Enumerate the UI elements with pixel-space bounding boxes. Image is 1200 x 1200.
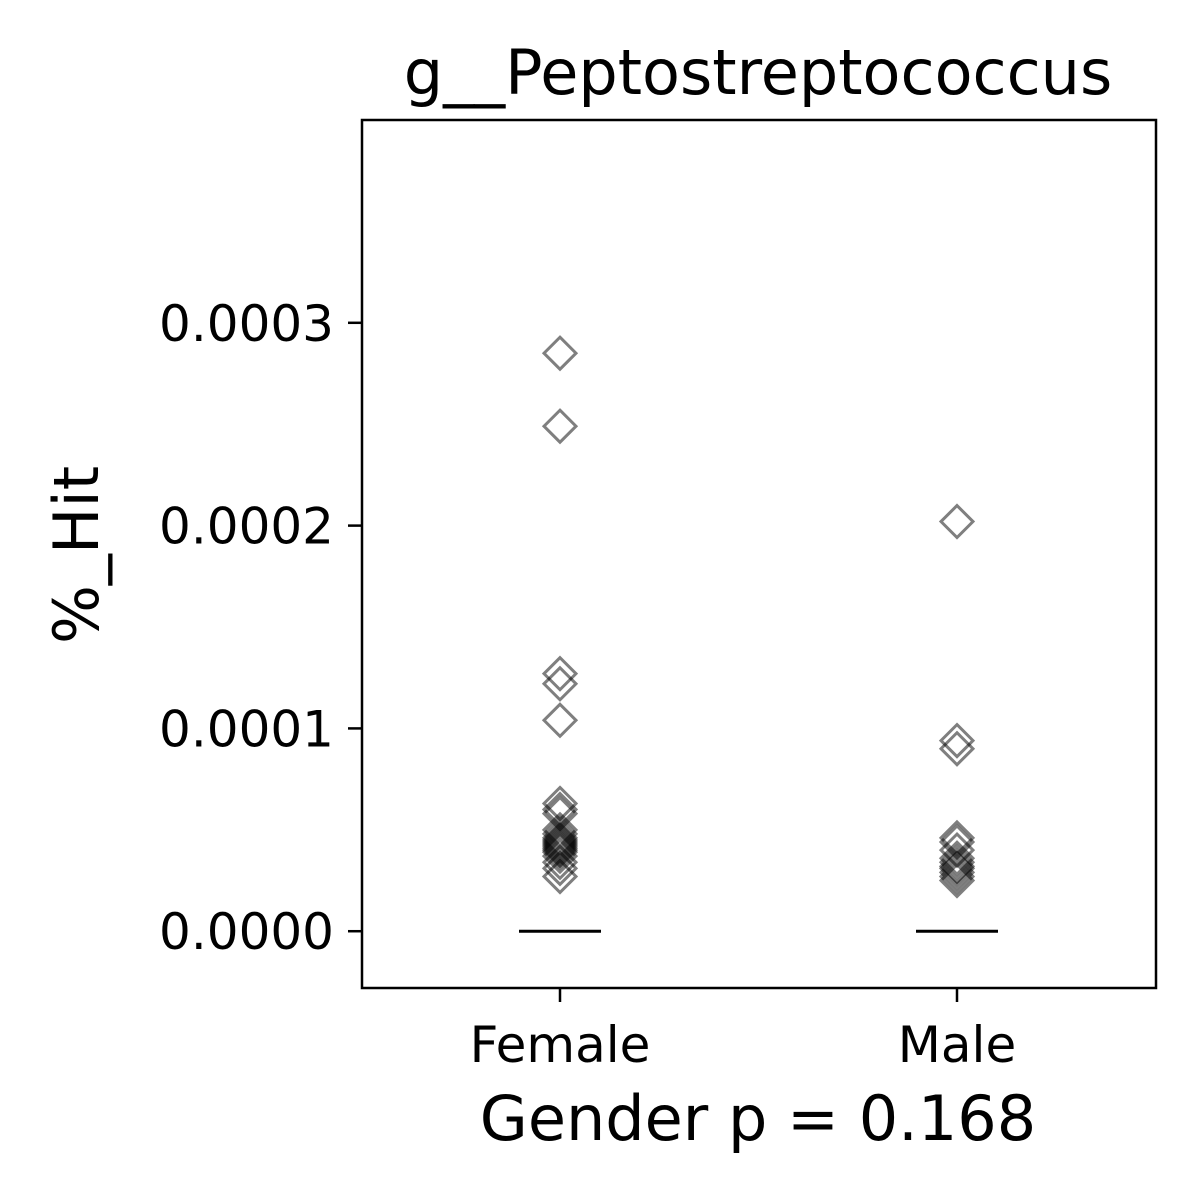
data-point (541, 838, 579, 875)
data-point (541, 858, 579, 895)
chart-title: g__Peptostreptococcus (404, 36, 1113, 109)
data-point (938, 850, 976, 887)
data-point (541, 850, 579, 887)
data-point (938, 840, 976, 877)
data-point (938, 722, 976, 759)
data-point (541, 655, 579, 692)
data-point (938, 854, 976, 891)
y-tick-label: 0.0002 (159, 498, 334, 556)
data-point (938, 730, 976, 767)
data-point (541, 335, 579, 372)
data-point (541, 834, 579, 871)
data-point (938, 844, 976, 881)
x-tick-label: Male (898, 1016, 1016, 1074)
y-axis-label: %_Hit (40, 466, 113, 644)
plot-frame (360, 118, 1158, 990)
data-point (541, 702, 579, 739)
x-tick-label: Female (470, 1016, 651, 1074)
y-tick-label: 0.0001 (159, 700, 334, 758)
y-tick-label: 0.0000 (159, 903, 334, 961)
data-point (938, 862, 976, 899)
x-axis-ticks: Female Male (470, 988, 1016, 1074)
y-axis-ticks: 0.0000 0.0001 0.0002 0.0003 (159, 295, 362, 961)
y-tick-label: 0.0003 (159, 295, 334, 353)
x-axis-label: Gender p = 0.168 (480, 1082, 1036, 1155)
data-point (938, 503, 976, 540)
data-point (541, 815, 579, 852)
data-point (938, 858, 976, 895)
data-points (541, 335, 976, 899)
data-point (541, 665, 579, 702)
data-point (541, 844, 579, 881)
data-point (541, 408, 579, 445)
